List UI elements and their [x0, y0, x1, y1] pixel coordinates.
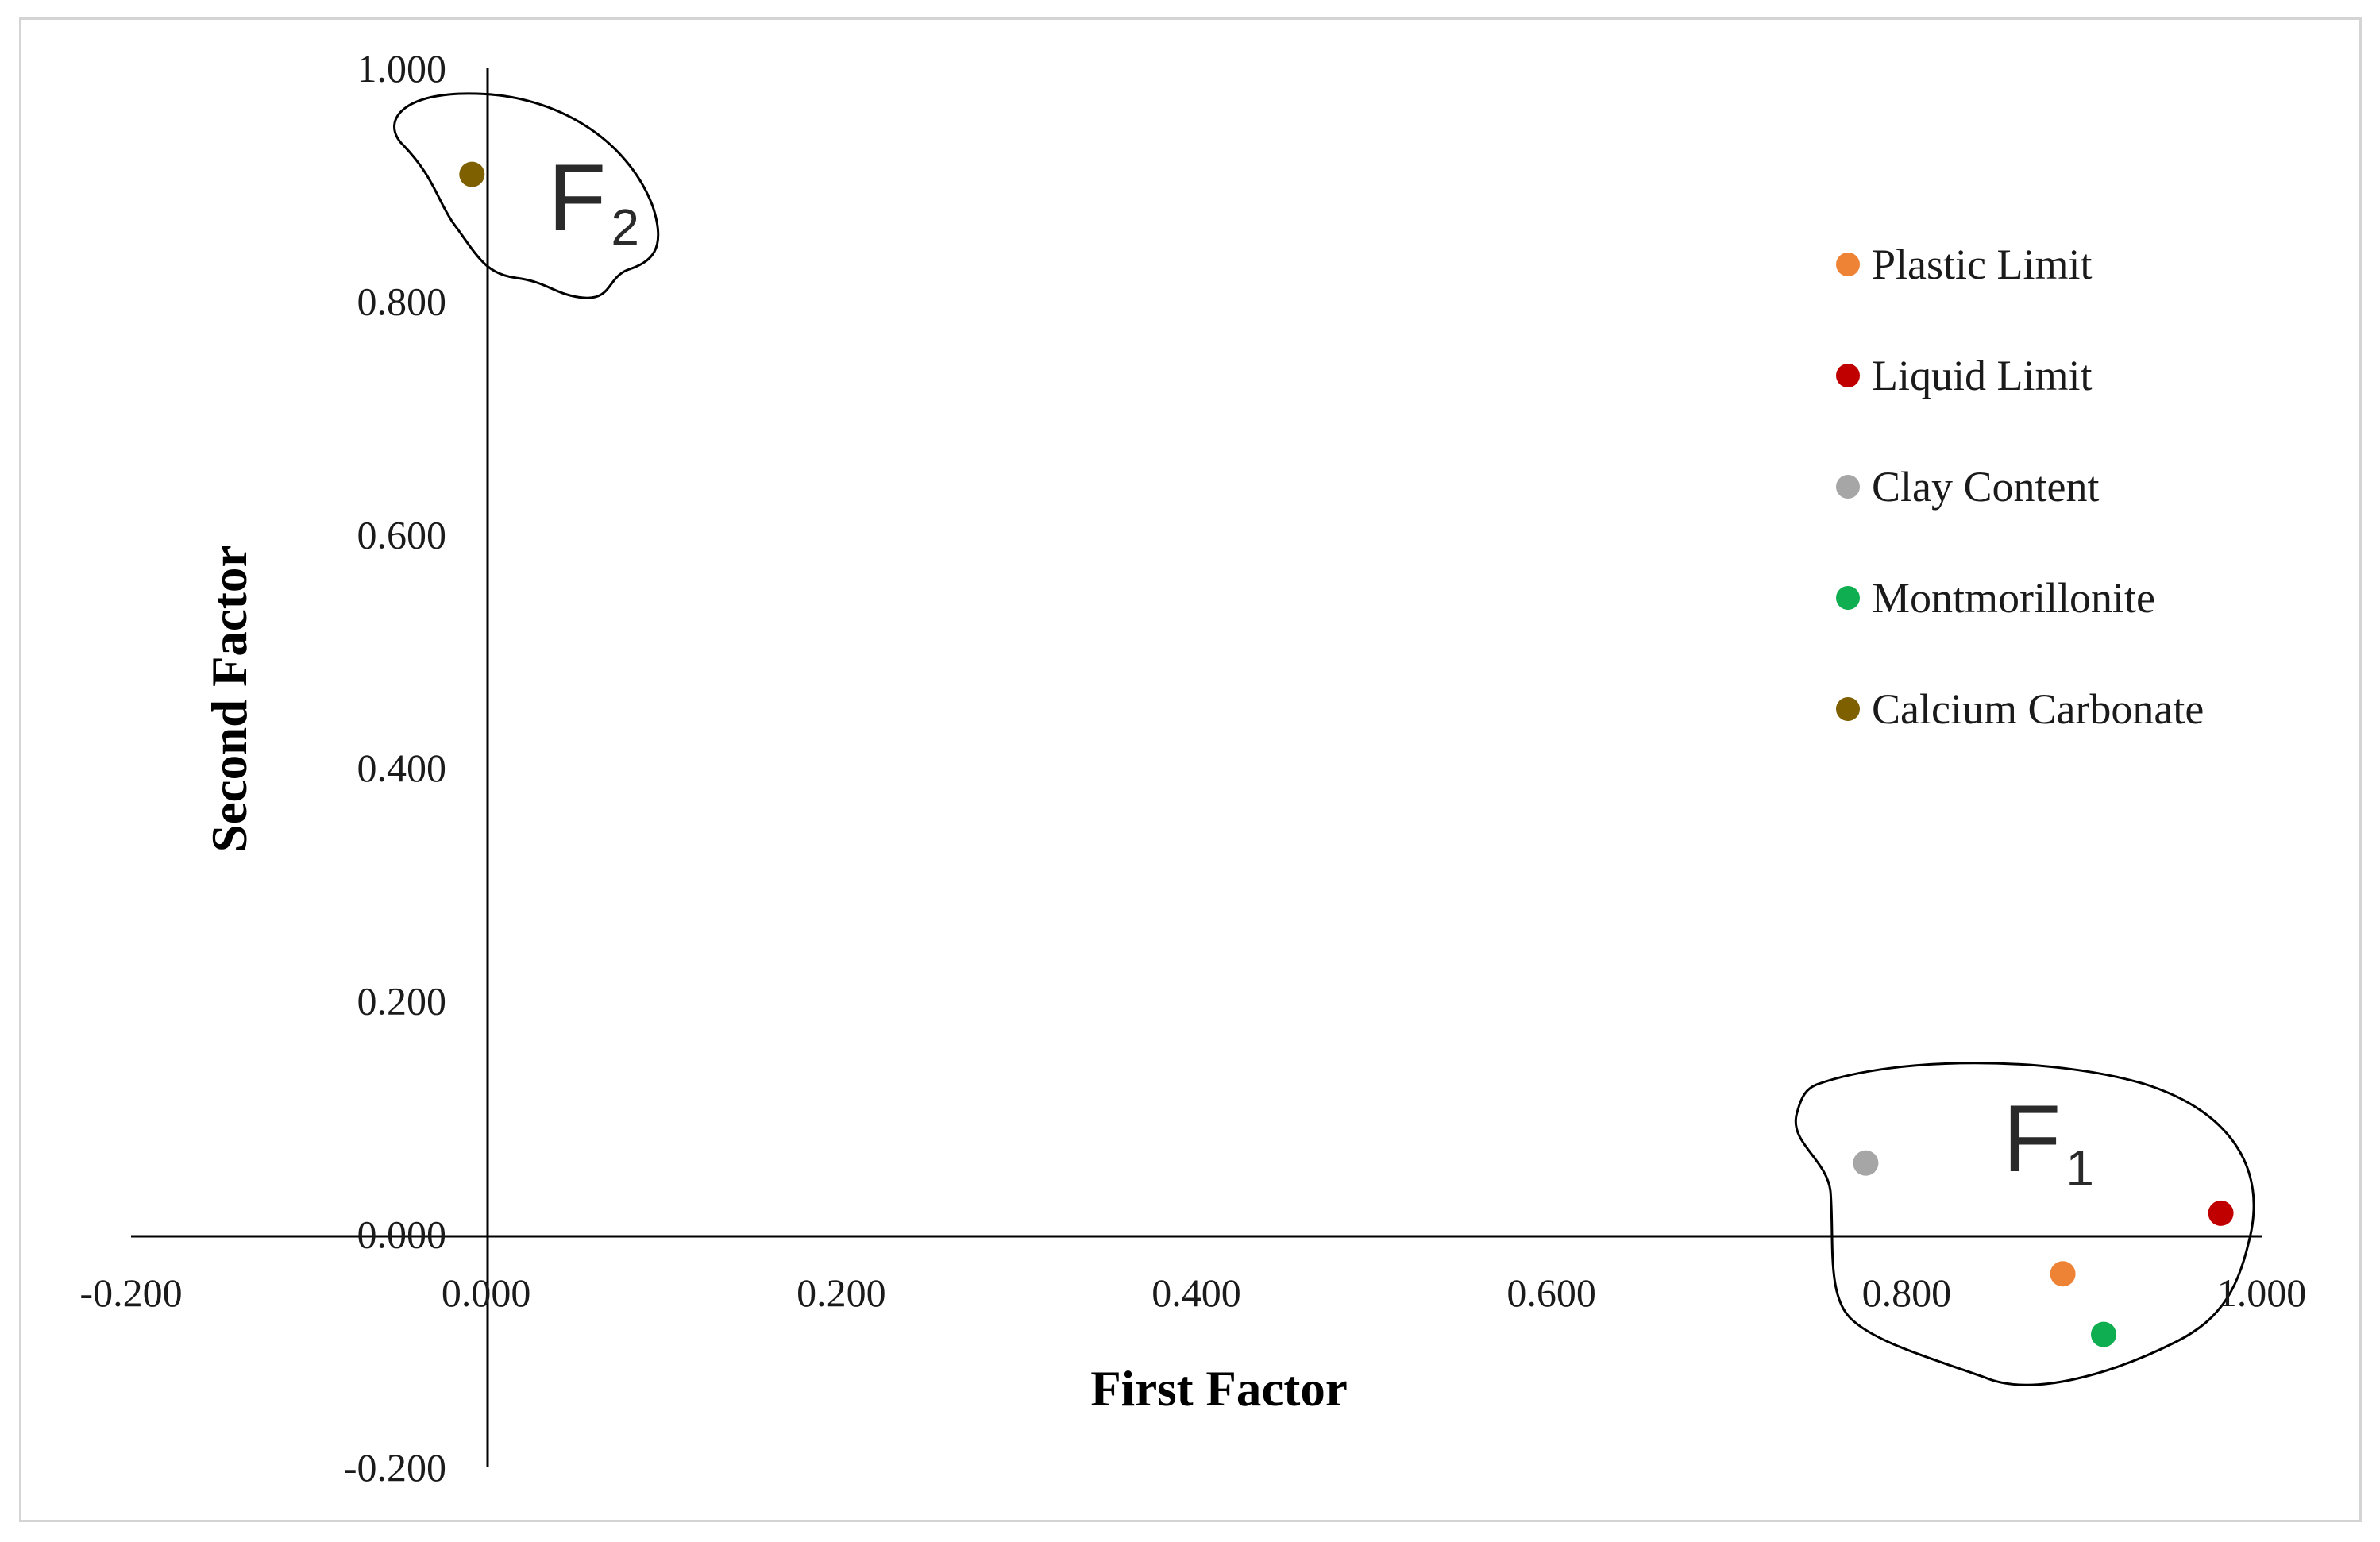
x-tick-label: 0.600 — [1506, 1270, 1596, 1315]
y-tick-label: -0.200 — [344, 1445, 446, 1490]
y-tick-label: 0.000 — [357, 1212, 447, 1256]
chart-frame — [19, 17, 2362, 1522]
legend-marker-calcium-carbonate — [1836, 697, 1860, 721]
x-tick-label: 0.000 — [442, 1270, 531, 1315]
x-tick-label: 0.800 — [1862, 1270, 1952, 1315]
legend-label-calcium-carbonate: Calcium Carbonate — [1872, 685, 2204, 733]
cluster-f2-outline — [393, 92, 660, 299]
legend-label-liquid-limit: Liquid Limit — [1872, 352, 2093, 399]
y-tick-label: 1.000 — [357, 46, 447, 91]
x-axis-title: First Factor — [1090, 1361, 1348, 1417]
y-tick-label: 0.200 — [357, 979, 447, 1024]
point-plastic-limit — [2050, 1261, 2076, 1287]
legend: Plastic Limit Liquid Limit Clay Content Mon… — [1836, 241, 2204, 733]
cluster-f1-label: F1 — [2003, 1085, 2094, 1197]
x-tick-label: 0.200 — [797, 1270, 886, 1315]
legend-marker-clay-content — [1836, 475, 1860, 499]
data-points — [459, 161, 2234, 1347]
point-clay-content — [1853, 1150, 1879, 1176]
cluster-f2-label: F2 — [548, 145, 639, 256]
cluster-f2-letter: F — [548, 145, 606, 251]
y-tick-label: 0.600 — [357, 512, 447, 557]
cluster-f1-outline — [1794, 1062, 2255, 1386]
point-liquid-limit — [2208, 1200, 2234, 1226]
x-tick-label: 0.400 — [1151, 1270, 1241, 1315]
cluster-f1-letter: F — [2003, 1085, 2061, 1192]
point-montmorillonite — [2091, 1321, 2117, 1347]
legend-marker-liquid-limit — [1836, 364, 1860, 387]
x-tick-label: 1.000 — [2217, 1270, 2307, 1315]
point-calcium-carbonate — [459, 161, 485, 187]
tick-labels: -0.200 0.000 0.200 0.400 0.600 0.800 1.000 1.00… — [79, 46, 2306, 1490]
x-tick-label: -0.200 — [79, 1270, 182, 1315]
legend-label-plastic-limit: Plastic Limit — [1872, 241, 2093, 288]
y-tick-label: 0.800 — [357, 279, 447, 324]
y-axis-title: Second Factor — [202, 545, 257, 853]
legend-label-clay-content: Clay Content — [1872, 463, 2099, 511]
cluster-f2-subscript: 2 — [611, 199, 639, 256]
y-tick-label: 0.400 — [357, 746, 447, 790]
legend-label-montmorillonite: Montmorillonite — [1872, 574, 2155, 622]
legend-marker-montmorillonite — [1836, 586, 1860, 610]
cluster-f1-subscript: 1 — [2066, 1139, 2094, 1197]
legend-marker-plastic-limit — [1836, 253, 1860, 276]
